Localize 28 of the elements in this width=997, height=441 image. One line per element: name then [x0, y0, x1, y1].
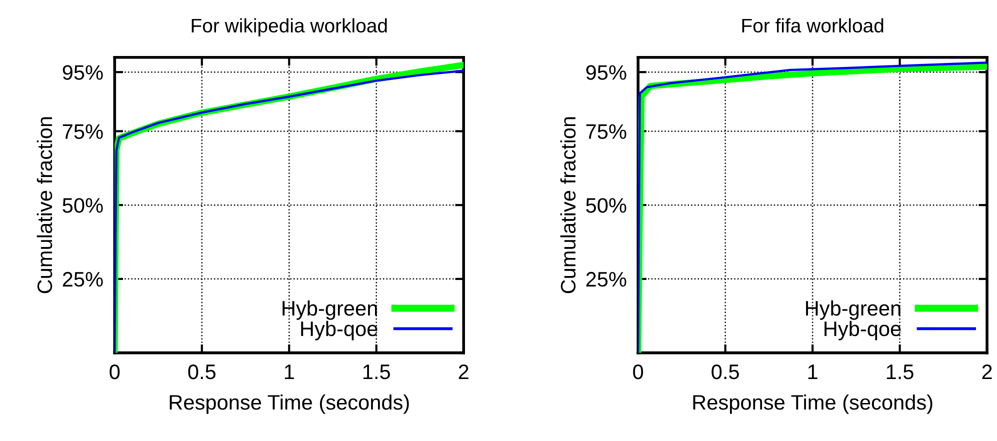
chart-title: For fifa workload — [742, 18, 884, 33]
x-tick-label: 0.5 — [712, 364, 739, 380]
x-axis-title: Response Time (seconds) — [693, 394, 932, 414]
x-tick-label: 1.5 — [886, 364, 914, 380]
x-tick-label: 1 — [808, 364, 818, 380]
x-tick-label: 0 — [633, 364, 644, 380]
chart-title: For wikipedia workload — [192, 18, 387, 36]
y-tick-label: 50% — [586, 198, 626, 213]
x-tick-label: 2 — [982, 364, 992, 380]
y-axis-title: Cumulative fraction — [36, 117, 52, 294]
legend-label: Hyb-qoe — [301, 320, 378, 340]
x-tick-label: 1 — [284, 364, 294, 380]
y-tick-label: 25% — [62, 272, 103, 287]
y-tick-label: 75% — [586, 124, 626, 139]
x-tick-label: 2 — [458, 364, 468, 380]
y-tick-label: 75% — [62, 124, 103, 139]
y-tick-label: 50% — [62, 198, 103, 213]
y-axis-title: Cumulative fraction — [560, 117, 576, 294]
legend-label: Hyb-qoe — [824, 320, 901, 340]
x-tick-label: 0.5 — [188, 364, 216, 380]
legend-label: Hyb-green — [282, 300, 377, 320]
x-axis-title: Response Time (seconds) — [170, 394, 409, 414]
legend-label: Hyb-green — [806, 300, 900, 320]
x-tick-label: 0 — [110, 364, 120, 380]
x-tick-label: 1.5 — [363, 364, 390, 380]
y-tick-label: 25% — [586, 272, 626, 287]
y-tick-label: 95% — [586, 65, 626, 80]
y-tick-label: 95% — [62, 65, 103, 80]
